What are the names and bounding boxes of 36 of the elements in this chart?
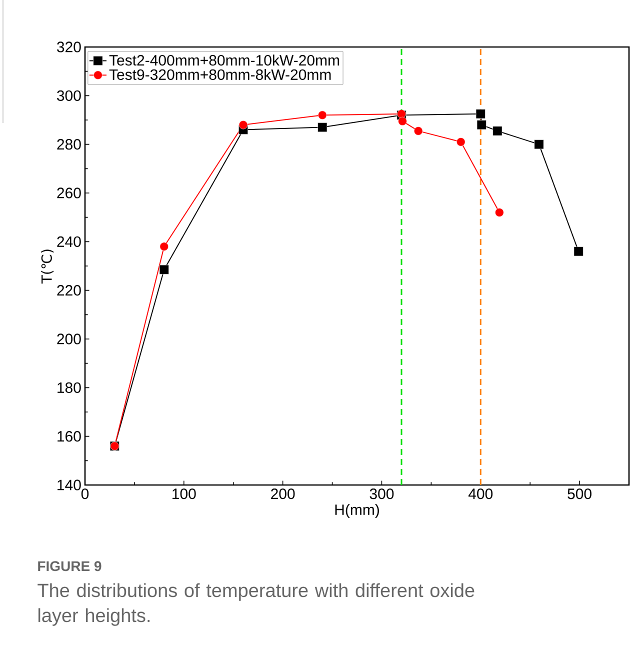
point bbox=[238, 120, 248, 130]
text: FIGURE 9 bbox=[38, 561, 102, 572]
point bbox=[318, 110, 327, 120]
x-tick-label: 0 bbox=[81, 488, 89, 500]
text: The distributions of temperature with different oxide layer heights. bbox=[38, 583, 474, 626]
x-tick-label: 300 bbox=[370, 488, 394, 500]
point bbox=[476, 109, 486, 119]
x-tick-label: 100 bbox=[172, 488, 196, 500]
y-tick-label: 300 bbox=[57, 90, 81, 101]
legend-label: Test9-320mm+80mm-8kW-20mm bbox=[109, 68, 331, 80]
point bbox=[495, 208, 504, 217]
y-tick-label: 140 bbox=[58, 480, 81, 490]
point bbox=[398, 116, 407, 126]
y-tick-label: 180 bbox=[58, 382, 81, 393]
y-tick-label: 240 bbox=[57, 236, 81, 247]
point bbox=[492, 126, 502, 136]
legend-label: Test2-400mm+80mm-10kW-20mm bbox=[109, 54, 340, 66]
point bbox=[160, 242, 168, 251]
point bbox=[414, 126, 423, 136]
y-tick-label: 160 bbox=[58, 431, 81, 442]
y-tick-label: 280 bbox=[57, 139, 81, 150]
point bbox=[456, 138, 466, 146]
y-axis-title: T(℃) bbox=[41, 250, 54, 284]
point bbox=[574, 246, 584, 256]
y-tick-label: 220 bbox=[57, 285, 81, 296]
y-tick-label: 200 bbox=[57, 334, 81, 344]
point bbox=[534, 140, 544, 150]
x-tick-label: 500 bbox=[568, 488, 592, 500]
point bbox=[318, 122, 328, 132]
x-tick-label: 400 bbox=[468, 488, 493, 500]
point bbox=[159, 264, 169, 274]
x-axis-title: H(mm) bbox=[335, 504, 379, 518]
point bbox=[476, 120, 486, 130]
y-tick-label: 320 bbox=[57, 42, 81, 52]
x-tick-label: 200 bbox=[271, 488, 295, 500]
y-tick-label: 260 bbox=[57, 188, 81, 198]
